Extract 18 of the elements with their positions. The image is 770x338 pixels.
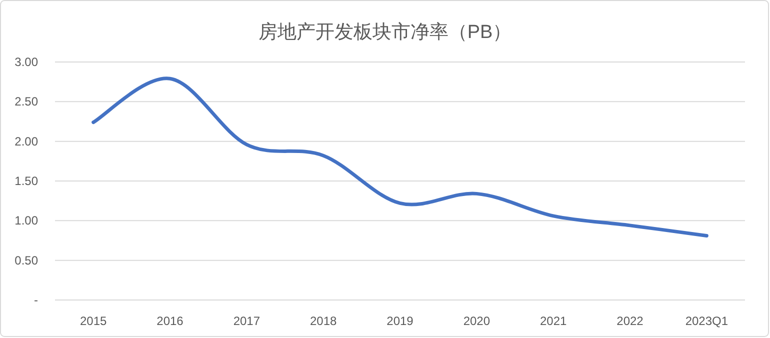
x-tick-label: 2019 [386,314,414,328]
x-tick-label: 2021 [540,314,568,328]
x-tick-label: 2018 [310,314,338,328]
y-tick-label: 2.50 [14,94,38,109]
y-tick-label: - [34,293,38,307]
x-tick-label: 2015 [80,314,108,328]
chart-title: 房地产开发板块市净率（PB） [258,21,512,43]
y-tick-label: 0.50 [14,253,38,268]
line-series [92,76,708,238]
y-tick-label: 1.50 [14,174,38,188]
y-tick-label: 2.00 [14,134,38,148]
x-tick-label: 2016 [156,314,184,328]
x-tick-label: 2017 [233,314,260,328]
y-tick-label: 1.00 [14,214,38,228]
y-tick-label: 3.00 [14,55,38,69]
x-tick-label: 2020 [463,314,490,328]
x-tick-label: 2023Q1 [685,314,728,328]
x-tick-label: 2022 [616,314,644,328]
